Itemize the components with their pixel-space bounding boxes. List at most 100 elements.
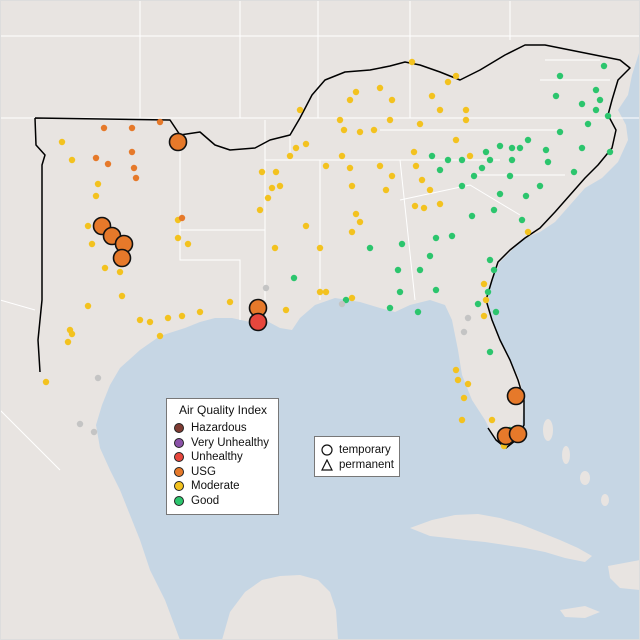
sensor-marker[interactable] [428, 152, 436, 160]
sensor-marker[interactable] [452, 136, 460, 144]
sensor-marker[interactable] [264, 194, 272, 202]
sensor-marker[interactable] [178, 312, 186, 320]
sensor-marker[interactable] [90, 428, 98, 436]
sensor-marker[interactable] [592, 106, 600, 114]
sensor-marker[interactable] [518, 216, 526, 224]
sensor-marker[interactable] [410, 148, 418, 156]
sensor-marker[interactable] [348, 294, 356, 302]
sensor-marker[interactable] [458, 416, 466, 424]
sensor-marker[interactable] [376, 162, 384, 170]
sensor-marker[interactable] [516, 144, 524, 152]
sensor-marker[interactable] [480, 312, 488, 320]
sensor-marker[interactable] [226, 298, 234, 306]
sensor-marker[interactable] [394, 266, 402, 274]
sensor-marker[interactable] [482, 148, 490, 156]
sensor-marker[interactable] [258, 168, 266, 176]
sensor-marker[interactable] [556, 128, 564, 136]
sensor-marker[interactable] [356, 128, 364, 136]
sensor-marker[interactable] [386, 304, 394, 312]
sensor-marker[interactable] [464, 314, 472, 322]
sensor-marker-large[interactable] [168, 132, 188, 152]
sensor-marker[interactable] [462, 106, 470, 114]
sensor-marker[interactable] [302, 140, 310, 148]
sensor-marker[interactable] [366, 244, 374, 252]
sensor-marker-large[interactable] [112, 248, 132, 268]
sensor-marker[interactable] [196, 308, 204, 316]
sensor-marker[interactable] [286, 152, 294, 160]
sensor-marker[interactable] [544, 158, 552, 166]
sensor-marker[interactable] [578, 144, 586, 152]
sensor-marker[interactable] [600, 62, 608, 70]
sensor-marker[interactable] [136, 316, 144, 324]
sensor-marker[interactable] [492, 308, 500, 316]
sensor-marker[interactable] [118, 292, 126, 300]
sensor-marker[interactable] [58, 138, 66, 146]
sensor-marker[interactable] [348, 182, 356, 190]
sensor-marker[interactable] [420, 204, 428, 212]
sensor-marker[interactable] [156, 118, 164, 126]
sensor-marker[interactable] [346, 164, 354, 172]
sensor-marker[interactable] [282, 306, 290, 314]
sensor-marker[interactable] [604, 112, 612, 120]
sensor-marker[interactable] [338, 300, 346, 308]
sensor-marker[interactable] [458, 156, 466, 164]
sensor-marker[interactable] [426, 252, 434, 260]
sensor-marker[interactable] [382, 186, 390, 194]
sensor-marker[interactable] [130, 164, 138, 172]
sensor-marker[interactable] [556, 72, 564, 80]
sensor-marker[interactable] [444, 78, 452, 86]
sensor-marker[interactable] [452, 72, 460, 80]
sensor-marker[interactable] [428, 92, 436, 100]
sensor-marker[interactable] [416, 120, 424, 128]
sensor-marker[interactable] [490, 206, 498, 214]
sensor-marker[interactable] [370, 126, 378, 134]
sensor-marker[interactable] [480, 280, 488, 288]
sensor-marker[interactable] [426, 186, 434, 194]
sensor-marker[interactable] [522, 192, 530, 200]
sensor-marker[interactable] [42, 378, 50, 386]
sensor-marker[interactable] [416, 266, 424, 274]
sensor-marker[interactable] [388, 172, 396, 180]
sensor-marker[interactable] [302, 222, 310, 230]
sensor-marker[interactable] [156, 332, 164, 340]
sensor-marker[interactable] [92, 154, 100, 162]
sensor-marker[interactable] [94, 374, 102, 382]
sensor-marker[interactable] [346, 96, 354, 104]
sensor-marker[interactable] [452, 366, 460, 374]
sensor-marker[interactable] [92, 192, 100, 200]
sensor-marker[interactable] [64, 338, 72, 346]
sensor-marker-large[interactable] [508, 424, 528, 444]
sensor-marker[interactable] [448, 232, 456, 240]
sensor-marker[interactable] [484, 288, 492, 296]
sensor-marker[interactable] [386, 116, 394, 124]
sensor-marker[interactable] [552, 92, 560, 100]
sensor-marker[interactable] [100, 124, 108, 132]
sensor-marker[interactable] [101, 264, 109, 272]
sensor-marker[interactable] [88, 240, 96, 248]
sensor-marker[interactable] [490, 266, 498, 274]
sensor-marker[interactable] [388, 96, 396, 104]
sensor-marker[interactable] [256, 206, 264, 214]
sensor-marker[interactable] [322, 162, 330, 170]
sensor-marker[interactable] [76, 420, 84, 428]
sensor-marker[interactable] [268, 184, 276, 192]
sensor-marker[interactable] [508, 144, 516, 152]
sensor-marker[interactable] [478, 164, 486, 172]
sensor-marker[interactable] [412, 162, 420, 170]
sensor-marker[interactable] [94, 180, 102, 188]
sensor-marker[interactable] [276, 182, 284, 190]
sensor-marker[interactable] [178, 214, 186, 222]
sensor-marker[interactable] [460, 328, 468, 336]
sensor-marker[interactable] [486, 156, 494, 164]
sensor-marker[interactable] [68, 330, 76, 338]
sensor-marker[interactable] [128, 124, 136, 132]
sensor-marker[interactable] [474, 300, 482, 308]
sensor-marker[interactable] [376, 84, 384, 92]
sensor-marker[interactable] [418, 176, 426, 184]
sensor-marker[interactable] [606, 148, 614, 156]
sensor-marker[interactable] [292, 144, 300, 152]
sensor-marker[interactable] [68, 156, 76, 164]
sensor-marker[interactable] [272, 168, 280, 176]
sensor-marker[interactable] [464, 380, 472, 388]
sensor-marker[interactable] [578, 100, 586, 108]
